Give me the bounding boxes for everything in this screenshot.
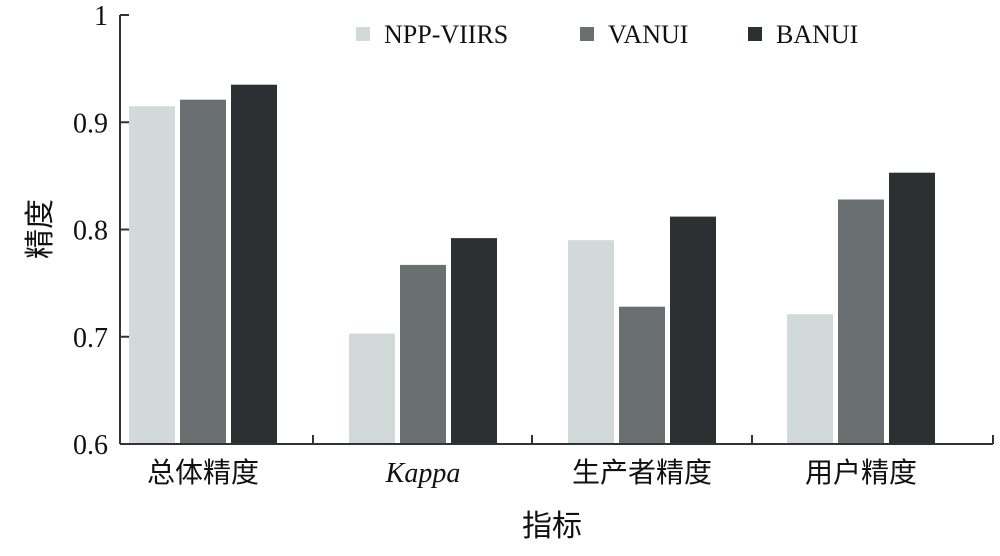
legend-label-2: VANUI bbox=[608, 20, 688, 49]
bar-1-1 bbox=[129, 106, 175, 444]
bar-1-2 bbox=[349, 333, 395, 444]
bar-2-3 bbox=[619, 306, 665, 444]
legend-label-1: NPP-VIIRS bbox=[384, 20, 508, 49]
legend-swatch-1 bbox=[356, 27, 370, 41]
bar-3-1 bbox=[231, 84, 277, 444]
x-tick-label-4: 用户精度 bbox=[805, 457, 917, 489]
bar-2-4 bbox=[838, 199, 884, 444]
legend-swatch-2 bbox=[580, 27, 594, 41]
bar-1-3 bbox=[568, 240, 614, 444]
bar-3-4 bbox=[889, 172, 935, 444]
y-axis-title: 精度 bbox=[24, 199, 57, 259]
legend: NPP-VIIRS VANUI BANUI bbox=[356, 20, 858, 49]
y-tick-label-0: 0.6 bbox=[73, 430, 108, 461]
y-tick-label-1: 0.7 bbox=[73, 323, 108, 354]
bar-3-3 bbox=[670, 216, 716, 444]
y-tick-label-4: 1 bbox=[94, 1, 108, 32]
legend-label-3: BANUI bbox=[776, 20, 858, 49]
legend-swatch-3 bbox=[748, 27, 762, 41]
x-tick-label-1: 总体精度 bbox=[147, 457, 259, 489]
bar-3-2 bbox=[451, 238, 497, 444]
bar-2-2 bbox=[400, 264, 446, 444]
x-tick-label-3: 生产者精度 bbox=[572, 457, 712, 489]
y-tick-label-2: 0.8 bbox=[73, 216, 108, 247]
y-tick-label-3: 0.9 bbox=[73, 108, 108, 139]
x-tick-label-2: Kappa bbox=[385, 458, 461, 489]
bar-1-4 bbox=[787, 314, 833, 444]
bar-2-1 bbox=[180, 99, 226, 444]
x-axis-title: 指标 bbox=[522, 510, 582, 543]
y-ticks: 0.6 0.7 0.8 0.9 1 bbox=[73, 1, 129, 461]
x-ticks: 总体精度 Kappa 生产者精度 用户精度 bbox=[119, 435, 994, 489]
bars-layer bbox=[129, 84, 935, 444]
